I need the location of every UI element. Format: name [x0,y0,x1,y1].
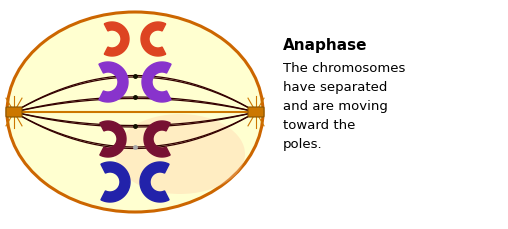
Ellipse shape [7,13,263,212]
Polygon shape [99,63,128,103]
Polygon shape [100,121,126,157]
Polygon shape [144,121,170,157]
Text: and are moving: and are moving [283,100,388,112]
Polygon shape [104,23,129,57]
Text: poles.: poles. [283,137,323,150]
Polygon shape [142,63,171,103]
Text: have separated: have separated [283,81,388,94]
FancyBboxPatch shape [6,108,22,117]
Text: toward the: toward the [283,118,356,131]
FancyBboxPatch shape [248,108,264,117]
Text: Anaphase: Anaphase [283,38,367,53]
Text: The chromosomes: The chromosomes [283,62,405,75]
Polygon shape [101,162,130,202]
Polygon shape [141,23,166,57]
Polygon shape [140,162,169,202]
Ellipse shape [115,114,245,194]
